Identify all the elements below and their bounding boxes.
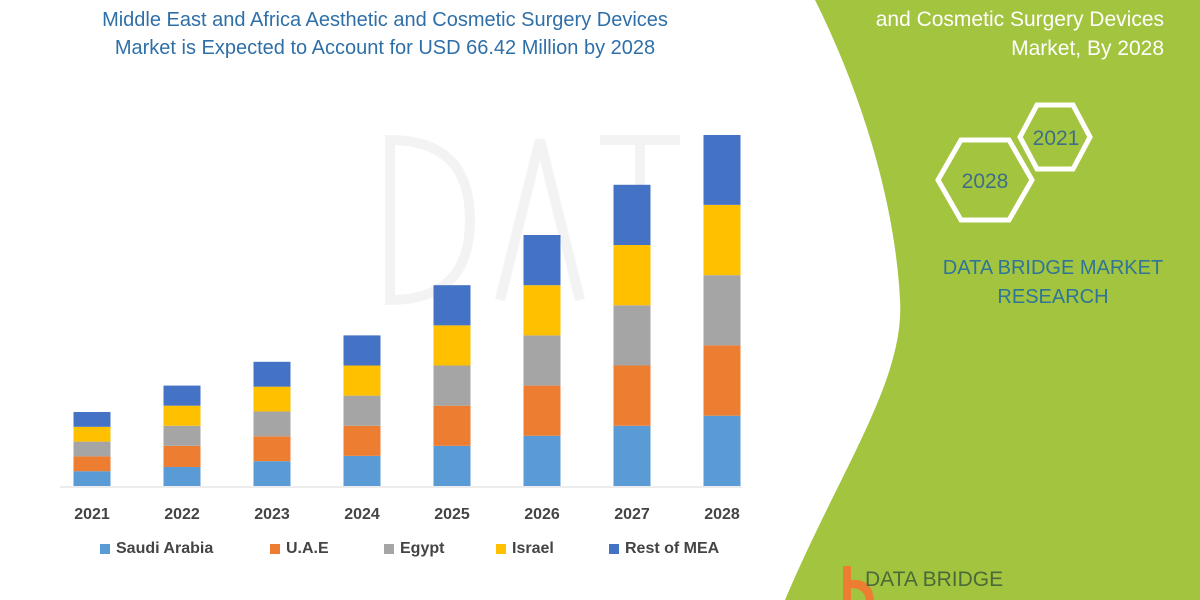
bar-2028-saudi-arabia (703, 415, 741, 486)
bar-2023-u-a-e (253, 436, 291, 462)
bar-2021-saudi-arabia (73, 471, 111, 486)
legend-label: U.A.E (286, 540, 329, 557)
green-side-panel (785, 0, 1200, 600)
bar-2023-rest-of-mea (253, 361, 291, 387)
bar-2026-u-a-e (523, 385, 561, 436)
bar-2024-saudi-arabia (343, 455, 381, 486)
bar-2024-rest-of-mea (343, 335, 381, 366)
legend-swatch (609, 544, 619, 554)
bar-2022-rest-of-mea (163, 385, 201, 406)
bar-2028-egypt (703, 275, 741, 346)
bar-2021-rest-of-mea (73, 412, 111, 427)
bar-2027-saudi-arabia (613, 425, 651, 486)
bar-2026-israel (523, 285, 561, 336)
bar-2028-rest-of-mea (703, 135, 741, 205)
legend-label: Egypt (400, 540, 445, 557)
legend: Saudi Arabia U.A.E Egypt Israel Rest of MEA (0, 540, 760, 562)
bar-2026-egypt (523, 335, 561, 386)
bars-group (73, 135, 741, 486)
bar-2021-u-a-e (73, 456, 111, 472)
x-tick-2024: 2024 (344, 506, 380, 523)
bar-2022-saudi-arabia (163, 466, 201, 486)
hex-year-2028: 2028 (962, 170, 1009, 193)
x-tick-2023: 2023 (254, 506, 290, 523)
hex-year-2021: 2021 (1033, 127, 1080, 150)
x-tick-2027: 2027 (614, 506, 650, 523)
bar-2027-u-a-e (613, 365, 651, 426)
x-tick-2028: 2028 (704, 506, 740, 523)
bar-2025-u-a-e (433, 405, 471, 446)
bar-2024-israel (343, 365, 381, 396)
bar-2022-israel (163, 405, 201, 426)
x-tick-2022: 2022 (164, 506, 200, 523)
side-heading: and Cosmetic Surgery Devices Market, By … (784, 5, 1164, 63)
title-line-1: Middle East and Africa Aesthetic and Cos… (102, 9, 668, 31)
bar-2025-israel (433, 325, 471, 366)
bar-2026-rest-of-mea (523, 234, 561, 286)
bar-2025-saudi-arabia (433, 445, 471, 486)
legend-label: Israel (512, 540, 554, 557)
bar-2027-egypt (613, 305, 651, 366)
legend-item: U.A.E (270, 540, 329, 558)
side-heading-line-1: and Cosmetic Surgery Devices (875, 8, 1164, 31)
legend-swatch (100, 544, 110, 554)
logo-icon (843, 566, 874, 600)
legend-swatch (496, 544, 506, 554)
bar-2021-israel (73, 426, 111, 442)
brand-line-2: RESEARCH (997, 286, 1109, 308)
brand-text: DATA BRIDGE MARKET RESEARCH (920, 254, 1186, 312)
bar-2025-rest-of-mea (433, 285, 471, 326)
bar-2022-egypt (163, 425, 201, 446)
bar-2025-egypt (433, 365, 471, 406)
legend-item: Rest of MEA (609, 540, 719, 558)
bar-2026-saudi-arabia (523, 435, 561, 486)
bar-2024-egypt (343, 395, 381, 426)
x-tick-2026: 2026 (524, 506, 560, 523)
bar-2023-israel (253, 386, 291, 412)
chart-title: Middle East and Africa Aesthetic and Cos… (20, 6, 750, 62)
legend-swatch (270, 544, 280, 554)
legend-label: Rest of MEA (625, 540, 720, 557)
brand-line-1: DATA BRIDGE MARKET (942, 257, 1164, 279)
hexagon-2028 (935, 137, 1035, 223)
bar-2027-israel (613, 245, 651, 306)
bar-2023-egypt (253, 411, 291, 437)
title-line-2: Market is Expected to Account for USD 66… (114, 37, 656, 59)
bar-2028-israel (703, 204, 741, 276)
bar-2028-u-a-e (703, 345, 741, 416)
bar-2022-u-a-e (163, 445, 201, 467)
x-tick-labels: 2021 2022 2023 2024 2025 2026 2027 2028 (74, 506, 740, 523)
x-tick-2021: 2021 (74, 506, 110, 523)
bar-2024-u-a-e (343, 425, 381, 456)
legend-item: Israel (496, 540, 554, 558)
legend-label: Saudi Arabia (116, 540, 214, 557)
legend-item: Saudi Arabia (100, 540, 213, 558)
bar-2027-rest-of-mea (613, 184, 651, 246)
logo-text: DATA BRIDGE (865, 568, 1004, 591)
x-tick-2025: 2025 (434, 506, 470, 523)
legend-item: Egypt (384, 540, 444, 558)
hexagon-2021 (1017, 102, 1093, 172)
bar-2021-egypt (73, 441, 111, 457)
legend-swatch (384, 544, 394, 554)
side-heading-line-2: Market, By 2028 (1011, 37, 1164, 60)
bar-2023-saudi-arabia (253, 461, 291, 486)
